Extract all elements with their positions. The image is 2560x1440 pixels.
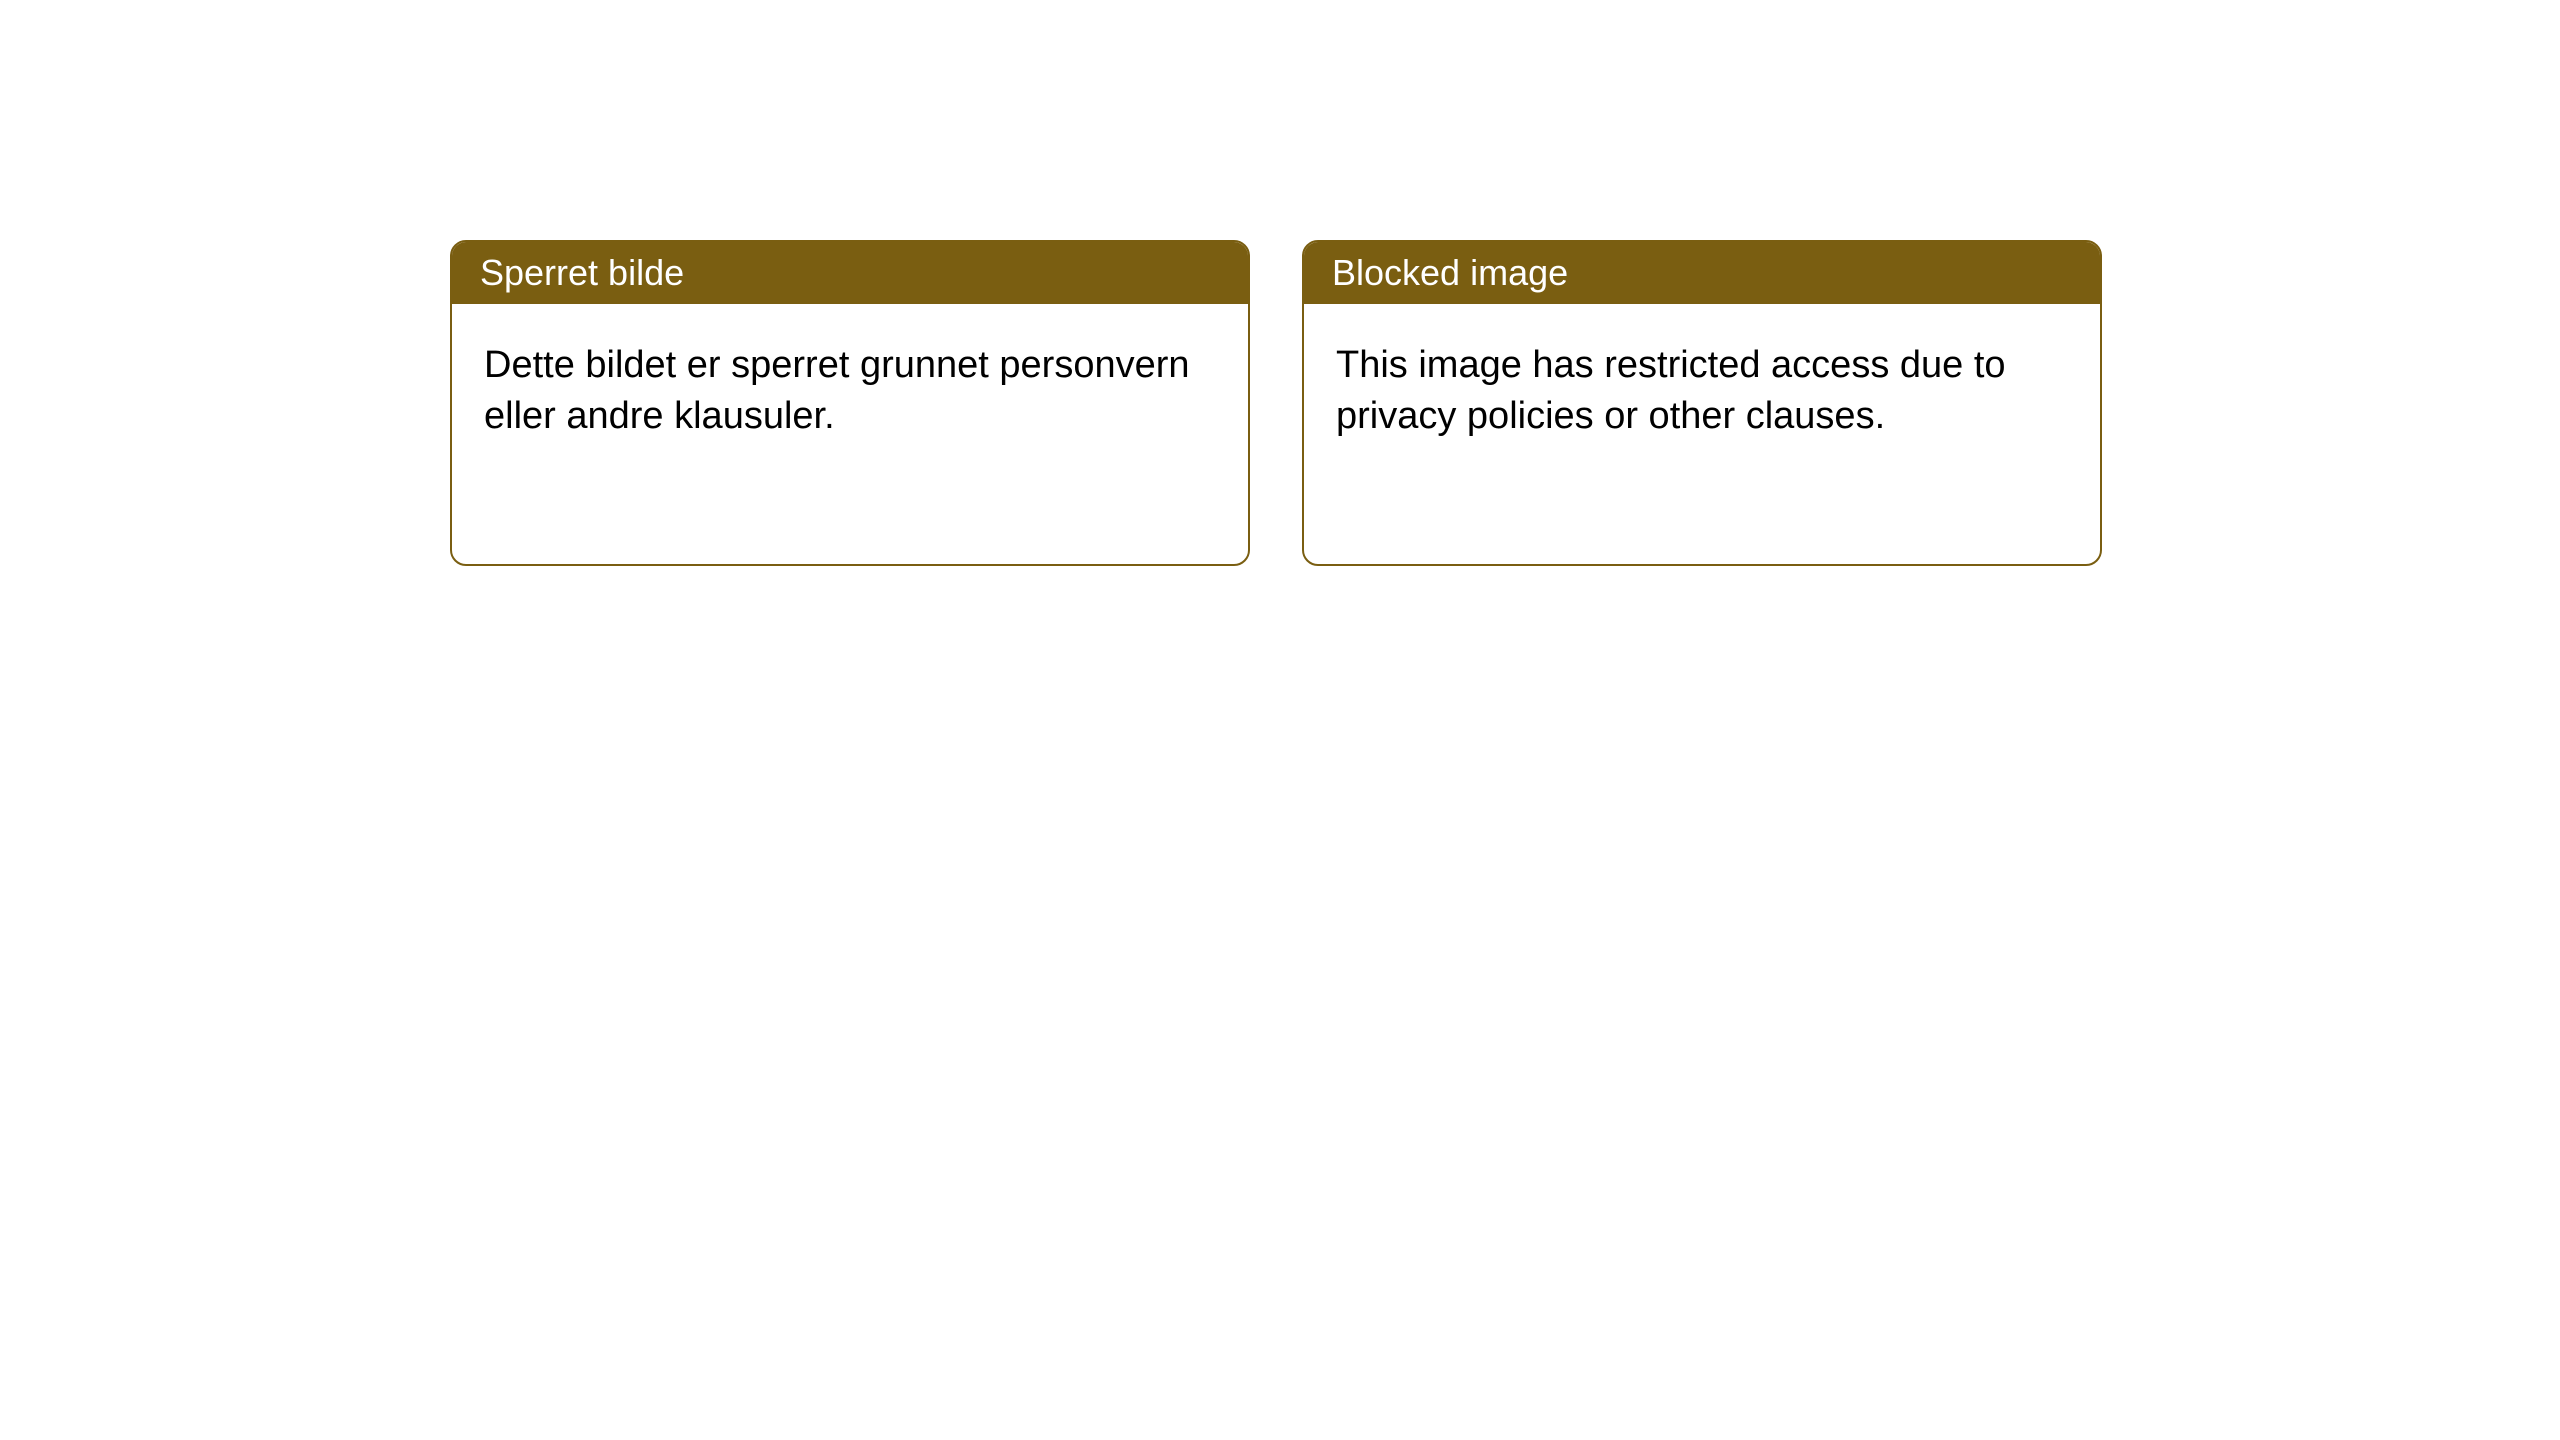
card-norwegian: Sperret bilde Dette bildet er sperret gr… <box>450 240 1250 566</box>
card-body-norwegian: Dette bildet er sperret grunnet personve… <box>452 304 1248 564</box>
card-english: Blocked image This image has restricted … <box>1302 240 2102 566</box>
card-title-norwegian: Sperret bilde <box>480 252 684 293</box>
card-header-english: Blocked image <box>1304 242 2100 304</box>
card-text-norwegian: Dette bildet er sperret grunnet personve… <box>484 340 1216 443</box>
card-title-english: Blocked image <box>1332 252 1568 293</box>
card-container: Sperret bilde Dette bildet er sperret gr… <box>450 240 2560 566</box>
card-body-english: This image has restricted access due to … <box>1304 304 2100 564</box>
card-text-english: This image has restricted access due to … <box>1336 340 2068 443</box>
card-header-norwegian: Sperret bilde <box>452 242 1248 304</box>
